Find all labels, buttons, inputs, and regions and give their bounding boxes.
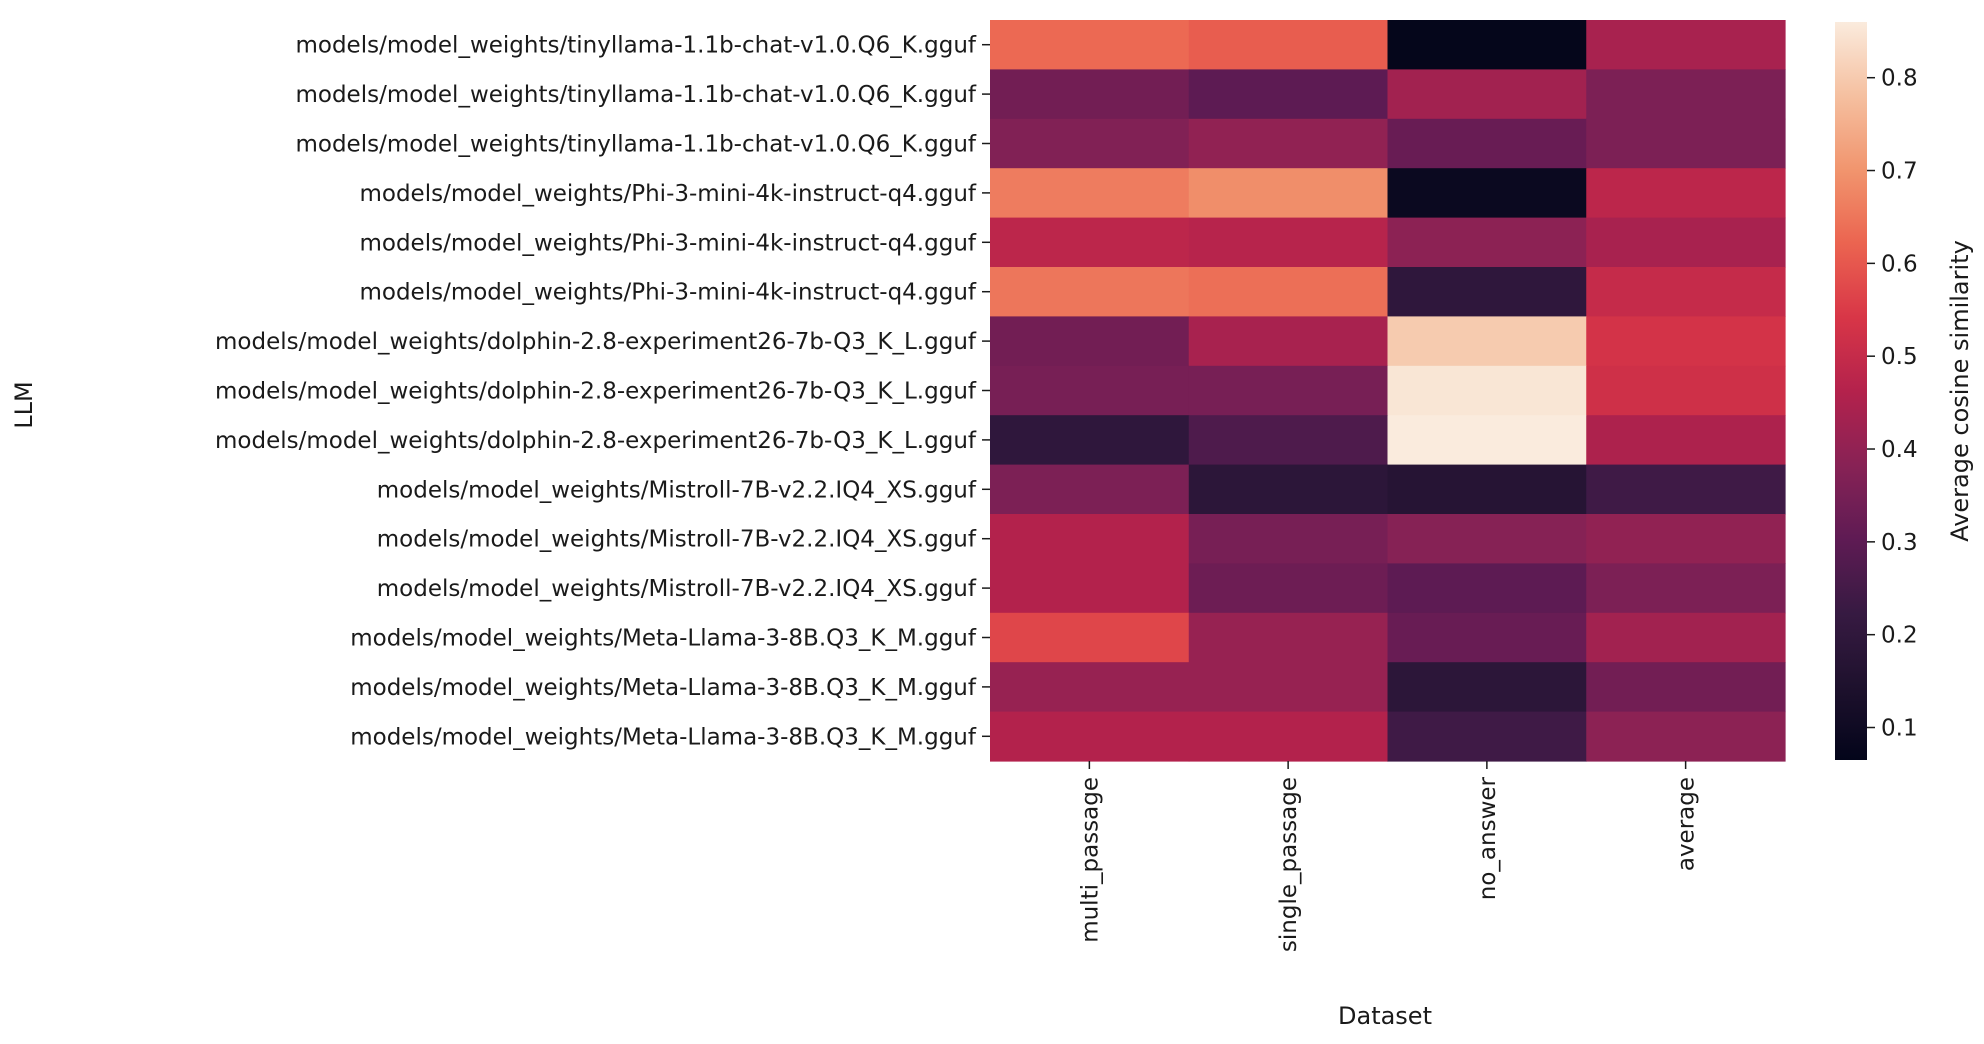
heatmap-cell: [1387, 168, 1587, 219]
heatmap-cell: [1586, 316, 1786, 367]
heatmap-cell: [990, 662, 1190, 713]
heatmap-cell: [1188, 464, 1389, 515]
heatmap-cell: [1188, 20, 1389, 70]
heatmap-cell: [990, 365, 1190, 416]
heatmap-cell: [1586, 267, 1786, 317]
heatmap-cell: [1586, 20, 1786, 70]
heatmap-cell: [990, 69, 1190, 120]
heatmap-cell: [1188, 168, 1389, 219]
colorbar-ticks: 0.1 0.2 0.3 0.4 0.5 0.6 0.7 0.8: [1867, 66, 1918, 742]
x-axis-label: Dataset: [1338, 1002, 1432, 1030]
heatmap-cell: [990, 415, 1190, 466]
heatmap-cell: [1188, 217, 1389, 268]
colorbar-label: Average cosine similarity: [1946, 240, 1974, 542]
heatmap-cell: [1586, 563, 1786, 614]
heatmap-cell: [990, 118, 1190, 169]
y-tick-label: models/model_weights/Mistroll-7B-v2.2.IQ…: [377, 576, 977, 602]
y-tick-label: models/model_weights/dolphin-2.8-experim…: [215, 379, 977, 405]
heatmap-cell: [1387, 69, 1587, 120]
y-tick-label: models/model_weights/dolphin-2.8-experim…: [215, 428, 977, 454]
heatmap-cell: [1387, 365, 1587, 416]
y-tick-label: models/model_weights/Meta-Llama-3-8B.Q3_…: [350, 626, 977, 652]
heatmap-cell: [1387, 514, 1587, 564]
colorbar-tick-label: 0.6: [1881, 251, 1918, 277]
x-tick-label: no_answer: [1475, 776, 1501, 900]
heatmap-cell: [1188, 514, 1389, 564]
heatmap-cell: [990, 217, 1190, 268]
heatmap-cell: [1586, 217, 1786, 268]
heatmap-cell: [1586, 514, 1786, 564]
x-tick-label: average: [1674, 777, 1700, 871]
heatmap-cell: [1188, 267, 1389, 317]
heatmap-cell: [1387, 415, 1587, 466]
heatmap-cell: [1586, 711, 1786, 762]
colorbar-tick-label: 0.3: [1881, 530, 1918, 556]
heatmap-cell: [1188, 612, 1389, 663]
heatmap-cell: [1586, 168, 1786, 219]
colorbar-gradient: [1835, 22, 1867, 760]
heatmap-cell: [1387, 267, 1587, 317]
heatmap-cell: [1387, 711, 1587, 762]
heatmap-cell: [1586, 464, 1786, 515]
y-tick-label: models/model_weights/Phi-3-mini-4k-instr…: [359, 280, 976, 306]
y-tick-label: models/model_weights/tinyllama-1.1b-chat…: [295, 132, 976, 158]
heatmap-cell: [1586, 415, 1786, 466]
colorbar-tick-label: 0.2: [1881, 623, 1918, 649]
heatmap-cell: [1188, 415, 1389, 466]
y-axis-label: LLM: [10, 381, 38, 428]
y-tick-labels: models/model_weights/tinyllama-1.1b-chat…: [215, 33, 990, 750]
heatmap-cell: [1188, 365, 1389, 416]
y-tick-label: models/model_weights/Phi-3-mini-4k-instr…: [359, 230, 976, 256]
heatmap-cells: [990, 20, 1786, 762]
y-tick-label: models/model_weights/Mistroll-7B-v2.2.IQ…: [377, 527, 977, 553]
y-tick-label: models/model_weights/Phi-3-mini-4k-instr…: [359, 181, 976, 207]
heatmap-cell: [990, 267, 1190, 317]
heatmap-cell: [1188, 118, 1389, 169]
colorbar-tick-label: 0.5: [1881, 344, 1918, 370]
heatmap-cell: [1387, 118, 1587, 169]
x-tick-labels: multi_passage single_passage no_answer aver…: [1077, 761, 1700, 952]
colorbar-tick-label: 0.8: [1881, 66, 1918, 92]
heatmap-cell: [1188, 316, 1389, 367]
y-tick-label: models/model_weights/tinyllama-1.1b-chat…: [295, 82, 976, 108]
heatmap-cell: [990, 514, 1190, 564]
heatmap-cell: [990, 20, 1190, 70]
colorbar-tick-label: 0.1: [1881, 716, 1918, 742]
heatmap-cell: [1188, 563, 1389, 614]
heatmap-cell: [990, 316, 1190, 367]
heatmap-cell: [1188, 662, 1389, 713]
y-tick-label: models/model_weights/Mistroll-7B-v2.2.IQ…: [377, 477, 977, 503]
heatmap-cell: [1586, 612, 1786, 663]
heatmap-cell: [1586, 365, 1786, 416]
x-tick-label: single_passage: [1276, 777, 1302, 952]
heatmap-cell: [1387, 20, 1587, 70]
y-tick-label: models/model_weights/tinyllama-1.1b-chat…: [295, 33, 976, 59]
heatmap-cell: [990, 612, 1190, 663]
heatmap-cell: [1387, 563, 1587, 614]
colorbar: 0.1 0.2 0.3 0.4 0.5 0.6 0.7 0.8 Average cosine …: [1835, 22, 1974, 760]
colorbar-tick-label: 0.4: [1881, 437, 1918, 463]
y-tick-label: models/model_weights/dolphin-2.8-experim…: [215, 329, 977, 355]
heatmap-cell: [990, 168, 1190, 219]
heatmap-cell: [1188, 69, 1389, 120]
heatmap-cell: [1188, 711, 1389, 762]
heatmap-cell: [990, 464, 1190, 515]
heatmap-cell: [1387, 217, 1587, 268]
heatmap-cell: [990, 563, 1190, 614]
colorbar-tick-label: 0.7: [1881, 159, 1918, 185]
heatmap-cell: [1586, 69, 1786, 120]
heatmap-cell: [1586, 118, 1786, 169]
y-tick-label: models/model_weights/Meta-Llama-3-8B.Q3_…: [350, 724, 977, 750]
heatmap-cell: [1387, 612, 1587, 663]
heatmap-cell: [1586, 662, 1786, 713]
y-tick-label: models/model_weights/Meta-Llama-3-8B.Q3_…: [350, 675, 977, 701]
heatmap-cell: [1387, 316, 1587, 367]
heatmap-cell: [990, 711, 1190, 762]
x-tick-label: multi_passage: [1077, 777, 1103, 943]
heatmap-cell: [1387, 464, 1587, 515]
heatmap-cell: [1387, 662, 1587, 713]
